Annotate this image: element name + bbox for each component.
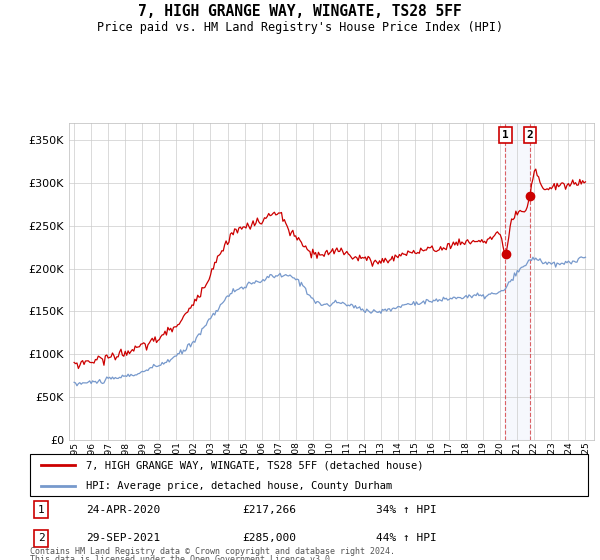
Text: This data is licensed under the Open Government Licence v3.0.: This data is licensed under the Open Gov… xyxy=(30,556,335,560)
Text: Price paid vs. HM Land Registry's House Price Index (HPI): Price paid vs. HM Land Registry's House … xyxy=(97,21,503,34)
Text: 7, HIGH GRANGE WAY, WINGATE, TS28 5FF (detached house): 7, HIGH GRANGE WAY, WINGATE, TS28 5FF (d… xyxy=(86,460,424,470)
Text: £217,266: £217,266 xyxy=(242,505,296,515)
Text: Contains HM Land Registry data © Crown copyright and database right 2024.: Contains HM Land Registry data © Crown c… xyxy=(30,547,395,556)
FancyBboxPatch shape xyxy=(30,454,588,496)
Text: 29-SEP-2021: 29-SEP-2021 xyxy=(86,533,160,543)
Text: 34% ↑ HPI: 34% ↑ HPI xyxy=(376,505,437,515)
Text: 24-APR-2020: 24-APR-2020 xyxy=(86,505,160,515)
Text: HPI: Average price, detached house, County Durham: HPI: Average price, detached house, Coun… xyxy=(86,482,392,491)
Text: 2: 2 xyxy=(38,533,44,543)
Text: 1: 1 xyxy=(38,505,44,515)
Text: 7, HIGH GRANGE WAY, WINGATE, TS28 5FF: 7, HIGH GRANGE WAY, WINGATE, TS28 5FF xyxy=(138,4,462,20)
Bar xyxy=(505,123,530,440)
Text: 44% ↑ HPI: 44% ↑ HPI xyxy=(376,533,437,543)
Text: 1: 1 xyxy=(502,130,509,140)
Text: £285,000: £285,000 xyxy=(242,533,296,543)
Text: 2: 2 xyxy=(527,130,533,140)
